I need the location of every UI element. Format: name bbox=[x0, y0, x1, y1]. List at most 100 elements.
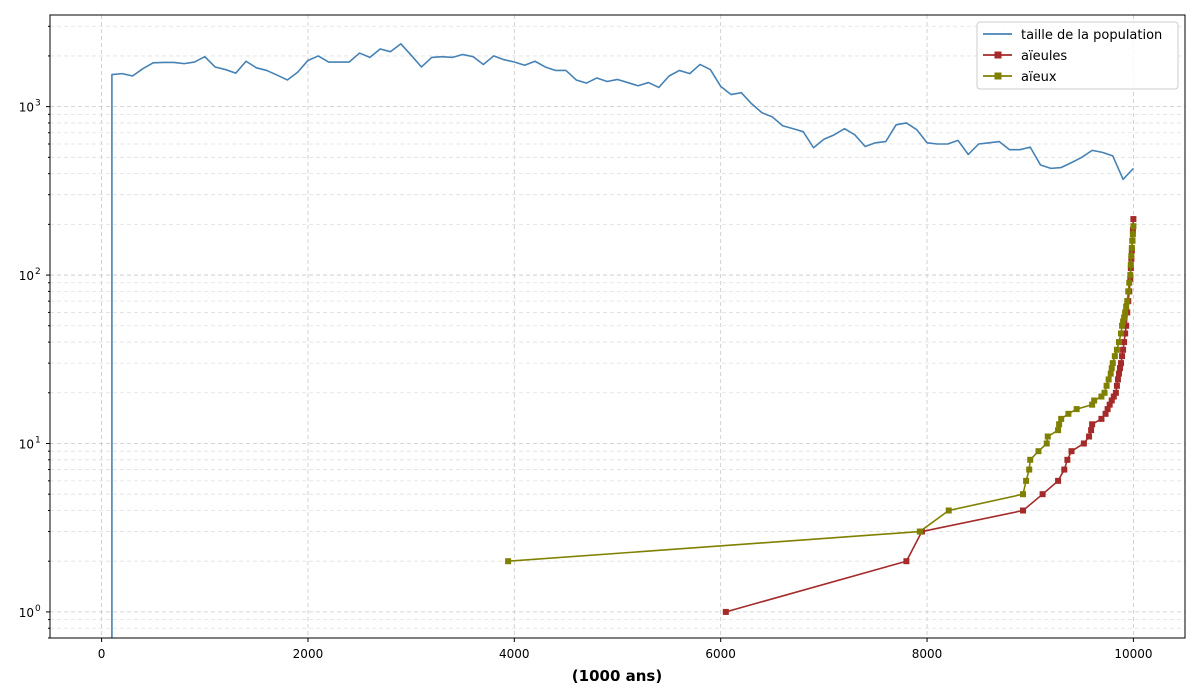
data-point bbox=[1044, 433, 1051, 440]
data-point bbox=[1119, 353, 1126, 360]
data-point bbox=[1064, 456, 1071, 463]
data-point bbox=[945, 507, 952, 514]
y-tick-label: 10 bbox=[19, 437, 34, 451]
data-point bbox=[1088, 427, 1095, 434]
data-point bbox=[916, 528, 923, 535]
legend-marker bbox=[994, 72, 1002, 80]
y-tick-exponent: 2 bbox=[35, 267, 41, 277]
data-point bbox=[1110, 393, 1117, 400]
data-point bbox=[1098, 393, 1105, 400]
series-line-1 bbox=[111, 43, 1134, 638]
data-point bbox=[1127, 272, 1134, 279]
data-point bbox=[1056, 421, 1063, 428]
legend: taille de la population aïeules aïeux bbox=[976, 21, 1179, 90]
series-layer bbox=[111, 43, 1137, 638]
data-point bbox=[1106, 401, 1113, 408]
data-point bbox=[1112, 389, 1119, 396]
data-point bbox=[505, 558, 512, 565]
data-point bbox=[1129, 237, 1136, 244]
data-point bbox=[1108, 365, 1115, 372]
data-point bbox=[1061, 466, 1068, 473]
x-tick-label: 10000 bbox=[1114, 647, 1152, 661]
data-point bbox=[1114, 376, 1121, 383]
x-tick-label: 2000 bbox=[293, 647, 324, 661]
x-tick-label: 8000 bbox=[912, 647, 943, 661]
legend-marker bbox=[994, 51, 1002, 59]
data-point bbox=[1109, 360, 1116, 367]
data-point bbox=[1128, 252, 1135, 259]
x-axis: 0 2000 4000 6000 8000 10000 bbox=[98, 638, 1153, 661]
data-point bbox=[1130, 223, 1137, 230]
data-point bbox=[1120, 318, 1127, 325]
data-point bbox=[1111, 353, 1118, 360]
data-point bbox=[1101, 389, 1108, 396]
data-point bbox=[1089, 421, 1096, 428]
data-point bbox=[1055, 477, 1062, 484]
data-point bbox=[1039, 491, 1046, 498]
data-point bbox=[1058, 415, 1065, 422]
data-point bbox=[1113, 346, 1120, 353]
data-point bbox=[1129, 231, 1136, 238]
data-point bbox=[1123, 303, 1130, 310]
data-point bbox=[1068, 448, 1075, 455]
x-tick-label: 6000 bbox=[705, 647, 736, 661]
data-point bbox=[1121, 314, 1128, 321]
y-tick-exponent: 0 bbox=[35, 604, 41, 614]
data-point bbox=[1026, 466, 1033, 473]
data-point bbox=[1086, 433, 1093, 440]
series-3 bbox=[505, 223, 1137, 565]
data-point bbox=[903, 558, 910, 565]
data-point bbox=[1073, 406, 1080, 413]
data-point bbox=[1020, 491, 1027, 498]
plot-frame bbox=[49, 14, 1186, 639]
data-point bbox=[1035, 448, 1042, 455]
data-point bbox=[1113, 382, 1120, 389]
data-point bbox=[1130, 216, 1137, 223]
series-1 bbox=[111, 43, 1134, 638]
data-point bbox=[1118, 360, 1125, 367]
data-point bbox=[1122, 309, 1129, 316]
data-point bbox=[1107, 370, 1114, 377]
data-point bbox=[1023, 477, 1030, 484]
data-point bbox=[1080, 440, 1087, 447]
x-tick-label: 0 bbox=[98, 647, 106, 661]
data-point bbox=[1102, 410, 1109, 417]
data-point bbox=[1108, 397, 1115, 404]
data-point bbox=[1126, 279, 1133, 286]
y-tick-label: 10 bbox=[19, 101, 34, 115]
data-point bbox=[1020, 507, 1027, 514]
data-point bbox=[1027, 456, 1034, 463]
data-point bbox=[1089, 401, 1096, 408]
data-point bbox=[1127, 261, 1134, 268]
data-point bbox=[1055, 427, 1062, 434]
y-tick-label: 10 bbox=[19, 606, 34, 620]
data-point bbox=[722, 608, 729, 615]
y-tick-exponent: 3 bbox=[35, 99, 41, 109]
data-point bbox=[1115, 339, 1122, 346]
data-point bbox=[1104, 406, 1111, 413]
data-point bbox=[1118, 330, 1125, 337]
data-point bbox=[1043, 440, 1050, 447]
data-point bbox=[1128, 244, 1135, 251]
legend-label: aïeules bbox=[1021, 49, 1067, 64]
y-tick-label: 10 bbox=[19, 269, 34, 283]
data-point bbox=[1098, 415, 1105, 422]
data-point bbox=[1119, 322, 1126, 329]
x-tick-label: 4000 bbox=[499, 647, 530, 661]
data-point bbox=[1123, 322, 1130, 329]
legend-label: taille de la population bbox=[1021, 28, 1162, 43]
grid bbox=[50, 15, 1185, 639]
legend-box bbox=[976, 21, 1179, 90]
data-point bbox=[1121, 339, 1128, 346]
x-axis-title: (1000 ans) bbox=[572, 667, 662, 685]
data-point bbox=[1091, 397, 1098, 404]
y-tick-exponent: 1 bbox=[35, 435, 41, 445]
data-point bbox=[1116, 365, 1123, 372]
data-point bbox=[1120, 346, 1127, 353]
data-point bbox=[1065, 410, 1072, 417]
data-point bbox=[1105, 376, 1112, 383]
data-point bbox=[1122, 330, 1129, 337]
